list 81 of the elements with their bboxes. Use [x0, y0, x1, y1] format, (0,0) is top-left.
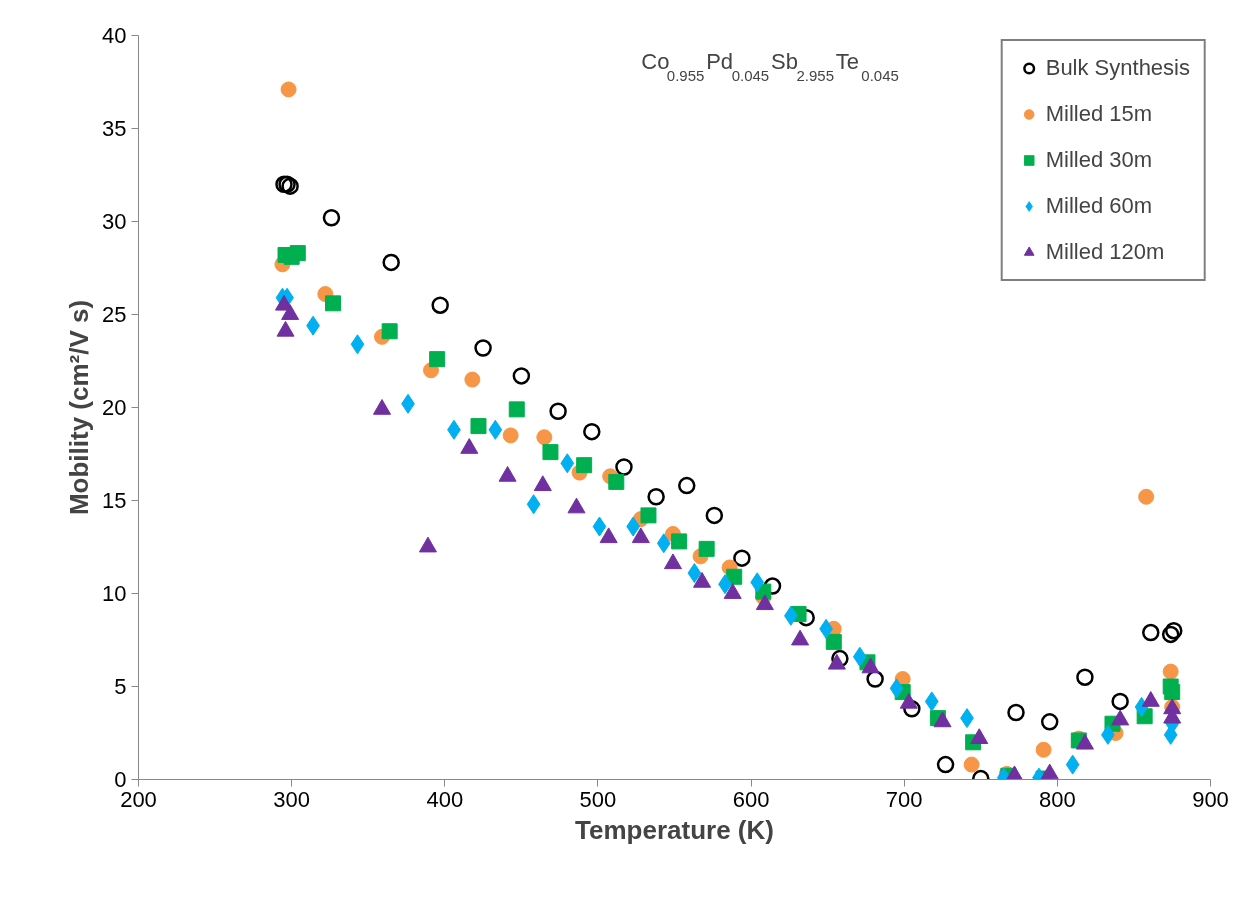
point: [733, 549, 751, 567]
point: [1142, 623, 1160, 642]
point: [526, 494, 541, 515]
point: [1111, 692, 1129, 711]
point: [678, 476, 696, 495]
y-tick-label: 30: [102, 209, 127, 234]
point: [705, 506, 724, 525]
point: [750, 572, 765, 593]
point: [1162, 663, 1179, 680]
point: [924, 691, 939, 712]
point: [825, 633, 842, 650]
point: [1035, 741, 1052, 758]
point: [889, 678, 904, 699]
x-tick-label: 800: [1039, 786, 1076, 812]
y-tick-label: 35: [102, 116, 127, 141]
y-tick-label: 40: [102, 23, 127, 48]
x-tick-label: 500: [579, 786, 617, 812]
point: [763, 577, 782, 595]
point: [381, 323, 398, 340]
point: [474, 339, 492, 357]
y-axis-title: Mobility (cm²/V s): [64, 299, 95, 516]
x-tick-label: 900: [1192, 786, 1229, 812]
point: [608, 473, 625, 490]
point: [512, 367, 531, 385]
point: [656, 533, 671, 554]
point: [1065, 754, 1080, 775]
point: [583, 422, 601, 441]
point: [560, 453, 575, 474]
point: [640, 507, 657, 524]
point: [542, 444, 559, 461]
point: [866, 670, 884, 688]
legend-label: Milled 120m: [1045, 239, 1165, 265]
point: [963, 756, 980, 773]
point: [324, 295, 341, 312]
point: [470, 418, 487, 435]
point: [852, 646, 867, 667]
point: [382, 253, 400, 272]
point: [280, 81, 297, 98]
point: [431, 296, 449, 314]
point: [1138, 488, 1155, 505]
y-tick-label: 15: [102, 488, 127, 513]
legend-label: Milled 60m: [1045, 193, 1153, 219]
point: [831, 649, 849, 668]
point: [903, 700, 921, 718]
point: [429, 351, 446, 368]
point: [508, 401, 525, 418]
point: [536, 429, 553, 446]
point: [350, 334, 365, 355]
point: [615, 458, 633, 476]
point: [576, 457, 593, 474]
point: [502, 427, 519, 444]
point: [687, 563, 702, 584]
point: [1165, 621, 1183, 640]
legend-label: Milled 15m: [1045, 101, 1153, 127]
x-axis-title: Temperature (K): [575, 814, 774, 845]
legend-label: Milled 30m: [1045, 147, 1153, 173]
y-tick-label: 10: [102, 581, 127, 606]
y-tick-label: 25: [102, 302, 127, 327]
point: [549, 402, 567, 420]
point: [671, 533, 688, 550]
point: [936, 755, 955, 774]
x-tick-label: 300: [273, 786, 311, 812]
point: [698, 540, 715, 557]
point: [289, 245, 306, 262]
point: [1040, 713, 1059, 731]
x-tick-label: 400: [426, 786, 464, 812]
point: [592, 516, 607, 537]
point: [1076, 668, 1094, 686]
point: [488, 419, 503, 440]
x-tick-label: 700: [885, 786, 923, 812]
y-tick-label: 20: [102, 395, 127, 420]
point: [322, 209, 341, 227]
legend-label: Bulk Synthesis: [1045, 55, 1190, 81]
point: [1161, 625, 1180, 644]
point: [797, 608, 815, 627]
point: [1007, 703, 1025, 722]
point: [1164, 684, 1181, 701]
y-tick-label: 5: [114, 674, 127, 699]
point: [464, 371, 481, 388]
x-tick-label: 600: [732, 786, 770, 812]
point: [647, 488, 665, 506]
